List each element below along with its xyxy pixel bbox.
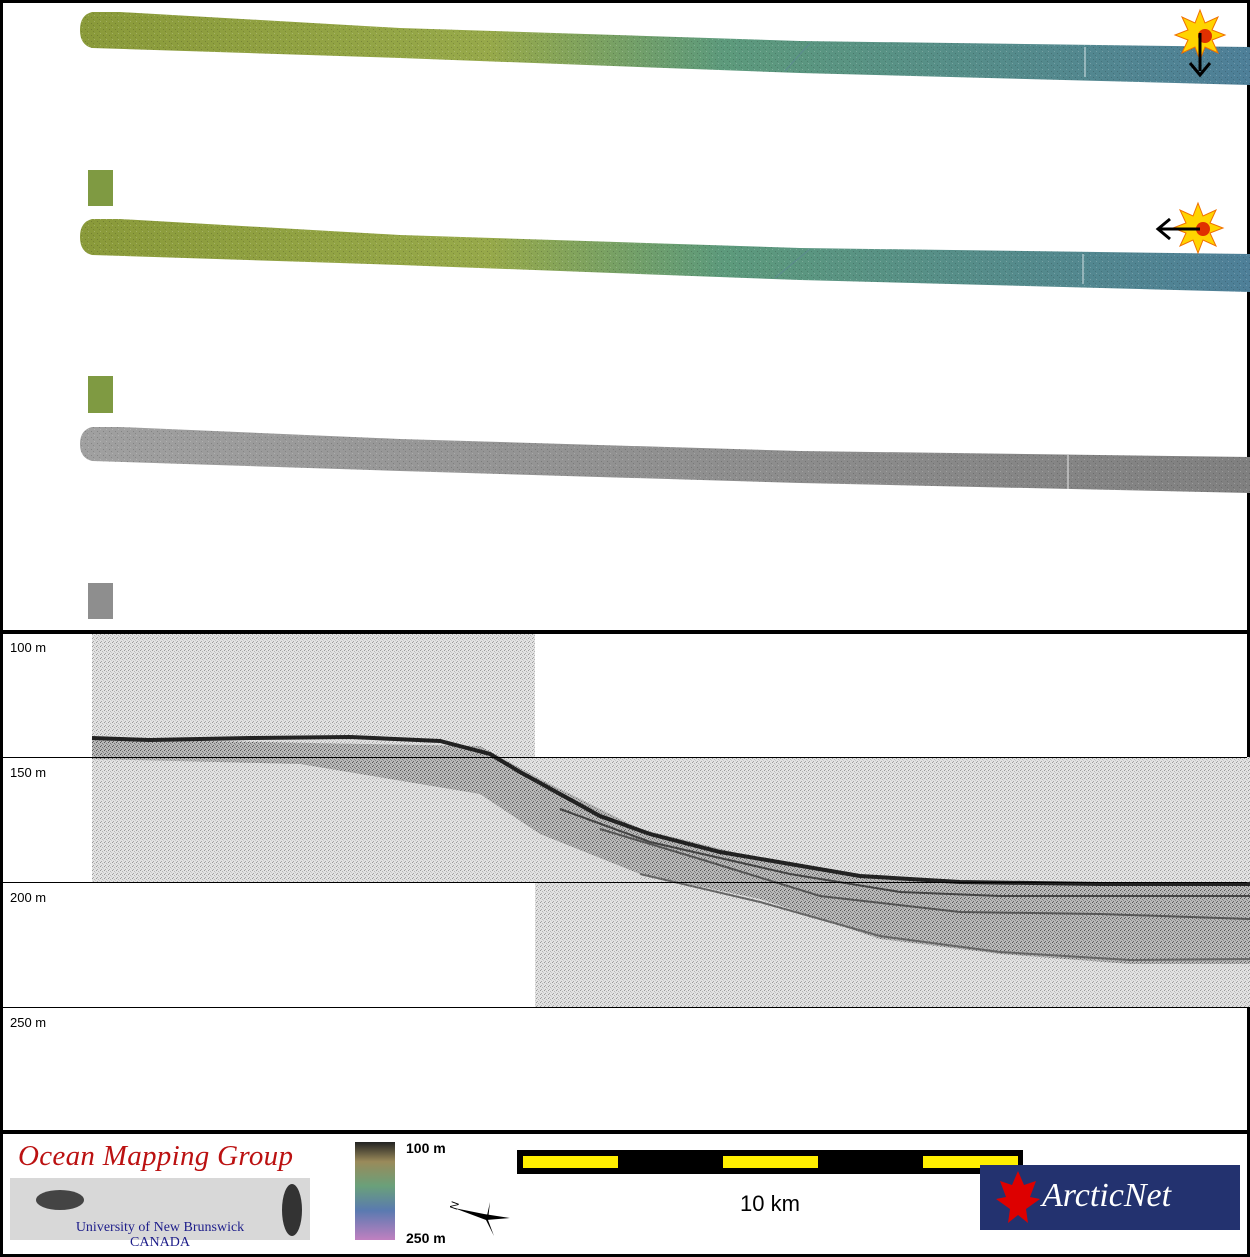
swath-inset-3 — [88, 583, 113, 619]
depth-gridline-250 — [3, 1007, 1247, 1008]
arcticnet-logo-text: ArcticNet — [1042, 1177, 1172, 1214]
depth-color-legend — [355, 1142, 395, 1240]
subbottom-profile-panel: 100 m 150 m 200 m 250 m — [0, 634, 1250, 1130]
swath-inset-2 — [88, 376, 113, 413]
ocean-mapping-group-logo: Ocean Mapping Group University of New Br… — [10, 1140, 310, 1250]
omg-logo-country: CANADA — [130, 1235, 190, 1250]
arcticnet-logo: ArcticNet — [980, 1165, 1240, 1230]
north-arrow-icon: N — [450, 1200, 510, 1236]
north-arrow-label: N — [450, 1200, 462, 1212]
sun-illumination-east-icon — [1155, 201, 1225, 255]
swath-strip-2 — [80, 219, 1250, 292]
depth-label-150: 150 m — [10, 765, 47, 780]
maple-leaf-icon — [996, 1171, 1040, 1223]
depth-gridline-150 — [3, 757, 1247, 758]
map-panel — [0, 3, 1250, 630]
omg-logo-graphic — [10, 1178, 310, 1240]
scale-segment-2 — [723, 1156, 818, 1168]
depth-label-200: 200 m — [10, 890, 47, 905]
swath-strip-1 — [80, 12, 1250, 85]
divider-1 — [0, 630, 1250, 634]
depth-label-100: 100 m — [10, 640, 47, 655]
legend-bottom-label: 250 m — [406, 1230, 446, 1246]
sun-illumination-north-icon — [1173, 8, 1227, 78]
swath-inset-1 — [88, 170, 113, 206]
omg-logo-title: Ocean Mapping Group — [18, 1140, 294, 1172]
swath-strip-3-backscatter — [80, 427, 1250, 493]
depth-label-250: 250 m — [10, 1015, 47, 1030]
scale-bar — [517, 1150, 1023, 1174]
scale-bar-label: 10 km — [740, 1191, 800, 1216]
legend-top-label: 100 m — [406, 1140, 446, 1156]
seismic-profile — [91, 634, 1250, 1007]
swath-map — [80, 8, 1250, 619]
scale-segment-1 — [523, 1156, 618, 1168]
omg-logo-university: University of New Brunswick — [75, 1220, 245, 1235]
divider-2 — [0, 1130, 1250, 1134]
depth-gridline-200 — [3, 882, 1247, 883]
